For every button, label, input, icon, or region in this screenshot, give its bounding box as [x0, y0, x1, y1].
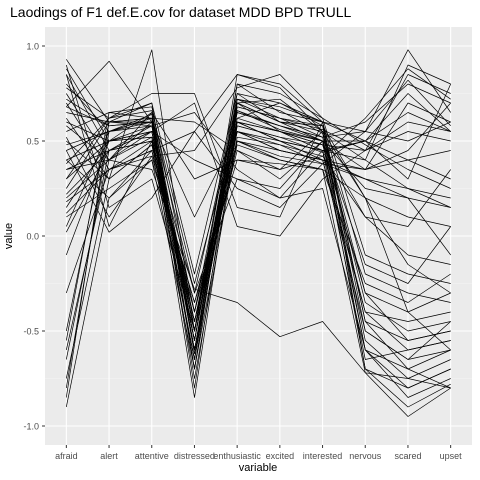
- series-line: [65, 83, 451, 341]
- series-line: [66, 117, 451, 208]
- series-lines: [65, 49, 452, 417]
- series-line: [65, 93, 451, 398]
- x-tick-label: afraid: [55, 451, 78, 461]
- x-tick-label: interested: [303, 451, 343, 461]
- series-line: [66, 110, 451, 284]
- chart-title: Laodings of F1 def.E.cov for dataset MDD…: [10, 4, 352, 20]
- x-tick-label: attentive: [135, 451, 169, 461]
- series-line: [66, 159, 451, 389]
- series-line: [65, 49, 451, 408]
- series-line: [66, 155, 451, 303]
- series-line: [65, 74, 451, 389]
- x-tick-label: excited: [266, 451, 295, 461]
- x-tick-label: distressed: [174, 451, 215, 461]
- y-tick-label: 1.0: [26, 42, 39, 52]
- x-tick-label: alert: [100, 451, 118, 461]
- y-tick-label: -1.0: [23, 422, 39, 432]
- series-line: [66, 98, 451, 408]
- y-tick-label: 0.5: [26, 137, 39, 147]
- x-tick-label: upset: [440, 451, 463, 461]
- x-tick-label: scared: [394, 451, 421, 461]
- series-line: [65, 140, 451, 313]
- x-axis: afraid alert attentive distressedenthusiast…: [55, 445, 462, 461]
- series-line: [66, 83, 451, 360]
- y-tick-label: -0.5: [23, 327, 39, 337]
- y-axis-label: value: [3, 223, 15, 249]
- y-axis: -1.0 -0.5 0.0 0.5 1.0: [23, 42, 45, 432]
- series-line: [65, 74, 451, 218]
- series-line: [66, 60, 451, 389]
- series-line: [66, 102, 451, 237]
- y-tick-label: 0.0: [26, 232, 39, 242]
- x-tick-label: enthusiastic: [213, 451, 261, 461]
- series-line: [65, 79, 451, 398]
- series-line: [65, 64, 451, 417]
- series-line: [65, 68, 451, 355]
- x-tick-label: nervous: [349, 451, 382, 461]
- series-line: [66, 83, 452, 189]
- x-axis-label: variable: [239, 462, 278, 474]
- series-line: [65, 74, 451, 398]
